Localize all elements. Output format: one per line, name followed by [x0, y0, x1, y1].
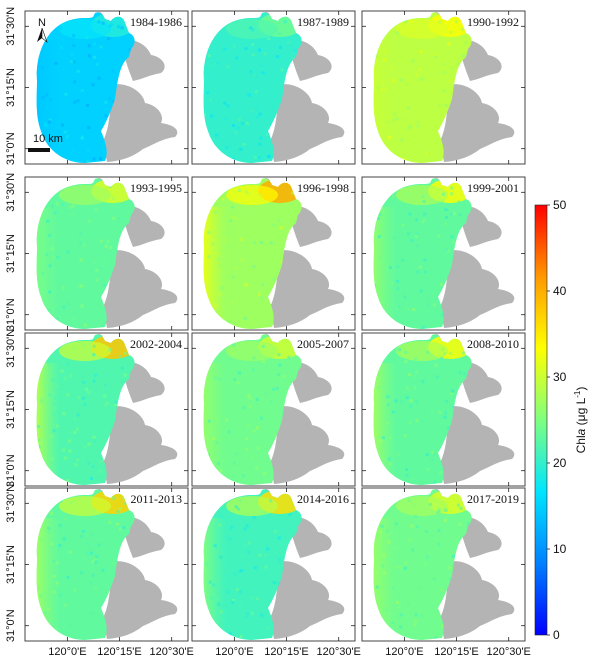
land-area	[458, 516, 502, 558]
period-label: 2017-2019	[467, 492, 519, 506]
latitude-tick-label: 31°0'N	[5, 454, 17, 487]
latitude-tick-label: 31°30'N	[5, 329, 17, 368]
map-panel: 1984-1986 N 10 km	[24, 10, 189, 165]
latitude-tick-label: 31°30'N	[5, 173, 17, 212]
land-area	[288, 361, 332, 403]
latitude-tick-label: 31°0'N	[5, 132, 17, 165]
land-area	[440, 561, 515, 639]
period-label: 1993-1995	[130, 181, 182, 195]
period-label: 1987-1989	[297, 15, 349, 29]
scale-bar-label: 10 km	[33, 133, 63, 145]
map-panel: 1999-2001	[361, 176, 526, 331]
land-area	[458, 205, 502, 247]
land-area	[288, 39, 332, 81]
land-area	[270, 84, 345, 162]
map-panel: 2011-2013	[24, 487, 189, 642]
period-label: 1984-1986	[130, 15, 182, 29]
longitude-tick-label: 120°30'E	[149, 646, 193, 658]
colorbar-tick-label: 30	[553, 370, 567, 384]
latitude-labels: 31°30'N31°15'N31°0'N31°30'N31°15'N31°0'N…	[5, 7, 17, 642]
period-label: 2011-2013	[130, 492, 182, 506]
scale-bar	[28, 148, 50, 152]
period-label: 1990-1992	[467, 15, 519, 29]
land-area	[270, 250, 345, 328]
longitude-tick-label: 120°15'E	[97, 646, 141, 658]
land-area	[288, 516, 332, 558]
period-label: 2002-2004	[130, 337, 182, 351]
map-panels-grid: 1984-1986 N 10 km 1987-1989 1990-1992 1993-19…	[24, 10, 526, 642]
latitude-tick-label: 31°15'N	[5, 390, 17, 429]
latitude-tick-label: 31°15'N	[5, 68, 17, 107]
latitude-tick-label: 31°0'N	[5, 298, 17, 331]
colorbar-tick-label: 50	[553, 198, 567, 212]
period-label: 2014-2016	[297, 492, 349, 506]
north-arrow-label: N	[38, 17, 46, 29]
map-panel: 1996-1998	[191, 176, 356, 331]
north-arrow-icon: N	[37, 17, 48, 43]
longitude-tick-label: 120°0'E	[385, 646, 423, 658]
land-area	[121, 39, 165, 81]
land-area	[440, 84, 515, 162]
latitude-tick-label: 31°0'N	[5, 609, 17, 642]
colorbar-tick-label: 0	[553, 628, 560, 642]
land-area	[458, 39, 502, 81]
land-area	[103, 250, 178, 328]
map-panel: 1987-1989	[191, 10, 356, 165]
longitude-tick-label: 120°15'E	[264, 646, 308, 658]
map-panel: 2008-2010	[361, 332, 526, 487]
colorbar-tick-label: 40	[553, 284, 567, 298]
map-panel: 1993-1995	[24, 176, 189, 331]
colorbar-tick-label: 20	[553, 456, 567, 470]
land-area	[121, 516, 165, 558]
land-area	[270, 561, 345, 639]
land-area	[440, 250, 515, 328]
land-area	[458, 361, 502, 403]
land-area	[440, 406, 515, 484]
map-panel: 2017-2019	[361, 487, 526, 642]
land-area	[121, 205, 165, 247]
period-label: 2008-2010	[467, 337, 519, 351]
colorbar-title: Chla (μg L-1)	[573, 387, 588, 454]
land-area	[121, 361, 165, 403]
longitude-labels: 120°0'E 120°15'E 120°30'E 120°0'E 120°15'E 12…	[48, 646, 531, 658]
period-label: 1999-2001	[467, 181, 519, 195]
period-label: 2005-2007	[297, 337, 349, 351]
colorbar: 0 10 20 30 40 50 Chla (μg L-1)	[534, 198, 588, 642]
latitude-tick-label: 31°15'N	[5, 234, 17, 273]
land-area	[270, 406, 345, 484]
longitude-tick-label: 120°30'E	[486, 646, 530, 658]
map-panel: 2005-2007	[191, 332, 356, 487]
land-area	[103, 84, 178, 162]
latitude-tick-label: 31°30'N	[5, 484, 17, 523]
colorbar-tick-label: 10	[553, 542, 567, 556]
map-panel: 1990-1992	[361, 10, 526, 165]
longitude-tick-label: 120°0'E	[48, 646, 86, 658]
longitude-tick-label: 120°0'E	[215, 646, 253, 658]
land-area	[288, 205, 332, 247]
period-label: 1996-1998	[297, 181, 349, 195]
map-panel: 2014-2016	[191, 487, 356, 642]
latitude-tick-label: 31°15'N	[5, 545, 17, 584]
map-panel: 2002-2004	[24, 332, 189, 487]
longitude-tick-label: 120°30'E	[316, 646, 360, 658]
land-area	[103, 406, 178, 484]
latitude-tick-label: 31°30'N	[5, 7, 17, 46]
land-area	[103, 561, 178, 639]
longitude-tick-label: 120°15'E	[434, 646, 478, 658]
colorbar-ramp	[534, 204, 548, 636]
